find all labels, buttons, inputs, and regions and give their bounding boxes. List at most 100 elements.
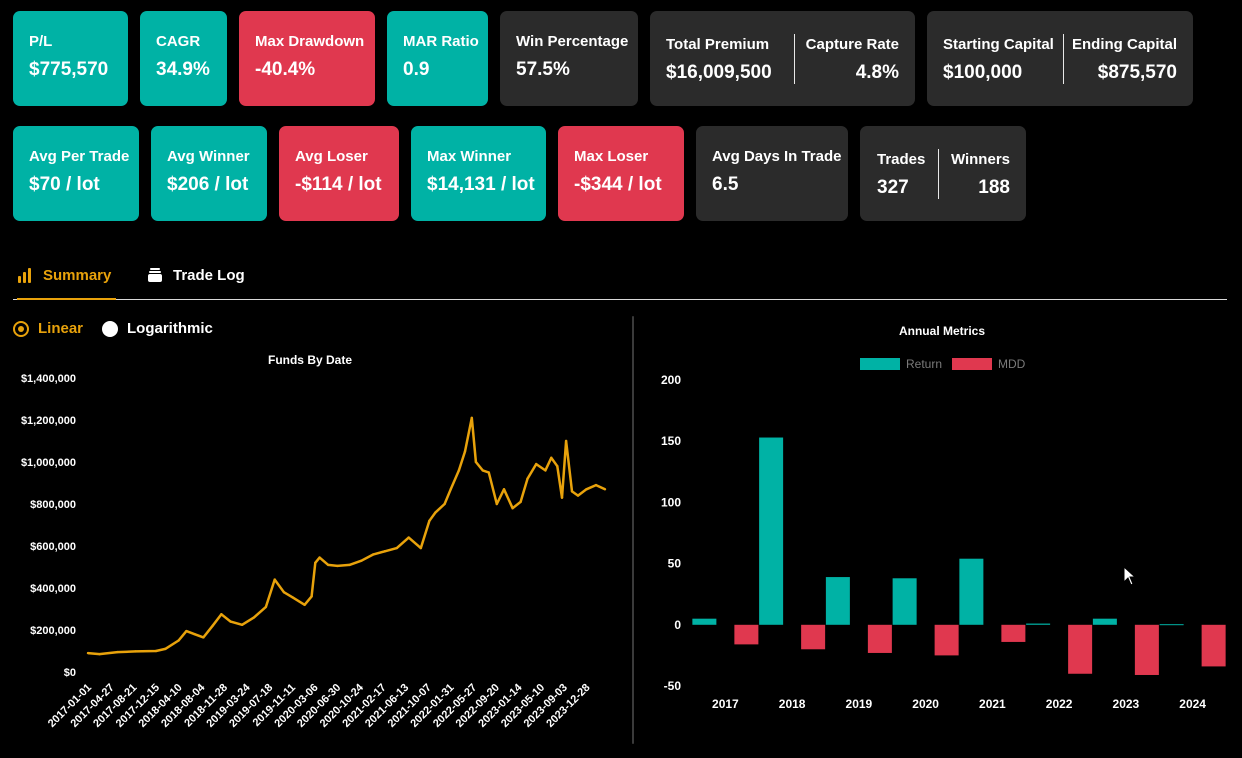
line-chart-title: Funds By Date [268,353,352,367]
funds-data-point [310,595,313,598]
y-tick-label: $600,000 [30,541,76,553]
bar-x-tick-label: 2022 [1046,697,1073,711]
bar-mdd [1134,624,1159,675]
y-tick-label: $1,200,000 [21,415,76,427]
funds-data-point [273,578,276,581]
max-drawdown-card: Max Drawdown -40.4% [239,11,375,106]
funds-data-point [282,591,286,594]
bar-y-tick-label: 100 [661,495,681,509]
capital-card: Starting Capital $100,000 Ending Capital… [927,11,1193,106]
win-percentage-card: Win Percentage 57.5% [500,11,638,106]
pl-card: P/L $775,570 [13,11,128,106]
tab-trade-log-label: Trade Log [173,266,245,284]
tab-trade-log[interactable]: Trade Log [147,252,245,298]
bar-x-tick-label: 2018 [779,697,806,711]
funds-data-point [177,639,180,642]
bar-mdd [867,624,892,653]
radio-unchecked-icon [102,320,118,337]
funds-by-date-chart: Funds By Date $0 $200,000 $400,000 $600,000 $… [21,353,607,730]
funds-data-point [303,603,306,606]
bar-y-tick-label: -50 [664,679,682,693]
stack-icon [148,268,162,282]
bar-mdd [801,624,826,650]
funds-data-point [252,616,256,619]
funds-data-point [395,546,398,550]
funds-data-point [457,469,461,472]
trades-card: Trades 327 Winners 188 [860,126,1026,221]
cagr-card: CAGR 34.9% [140,11,227,106]
bar-mdd [934,624,959,656]
ending-capital-label: Ending Capital [1072,36,1177,53]
ending-capital-value: $875,570 [1097,62,1177,83]
funds-data-point [116,650,119,654]
bar-return [692,618,717,625]
bar-chart-title: Annual Metrics [899,324,985,338]
bar-return [1092,618,1117,625]
premium-divider [794,34,795,84]
funds-data-point [603,488,607,491]
tab-bar: Summary Trade Log [13,252,1227,300]
scale-linear-radio[interactable]: Linear [13,320,83,337]
avg-loser-value: -$114 / lot [295,174,382,195]
trades-label: Trades [877,151,926,168]
capture-rate-value: 4.8% [855,62,899,83]
funds-data-point [502,488,506,491]
bar-mdd [1201,624,1226,667]
funds-data-point [229,620,232,623]
win-percentage-value: 57.5% [516,59,570,80]
bar-y-tick-label: 0 [674,618,681,632]
funds-data-point [511,507,514,510]
winners-value: 188 [978,177,1010,198]
funds-data-point [556,465,559,468]
funds-data-point [449,488,452,491]
funds-data-point [202,636,205,639]
cagr-label: CAGR [156,33,201,50]
funds-data-point [407,536,410,539]
scale-logarithmic-label: Logarithmic [127,320,213,337]
funds-data-point [348,563,351,567]
bar-x-tick-label: 2024 [1179,697,1206,711]
funds-data-point [220,613,223,616]
avg-days-value: 6.5 [712,174,739,195]
mar-ratio-value: 0.9 [403,59,430,80]
avg-days-card: Avg Days In Trade 6.5 [696,126,848,221]
bar-x-tick-label: 2023 [1113,697,1140,711]
total-premium-value: $16,009,500 [666,62,772,83]
capture-rate-label: Capture Rate [805,36,899,53]
funds-data-point [519,500,522,504]
funds-data-point [291,596,294,599]
legend-label-return: Return [906,357,942,371]
funds-data-point [360,559,363,562]
y-tick-label: $800,000 [30,499,76,511]
starting-capital-value: $100,000 [943,62,1023,83]
scale-linear-label: Linear [38,320,84,337]
panel-divider [632,316,634,744]
starting-capital-label: Starting Capital [943,36,1054,53]
funds-data-point [576,494,580,497]
funds-data-point [474,460,478,464]
funds-data-point [134,650,137,653]
bar-x-tick-label: 2020 [912,697,939,711]
funds-data-point [535,462,538,466]
funds-data-point [434,511,437,514]
bar-mdd [1068,624,1093,674]
total-premium-label: Total Premium [666,36,770,53]
funds-data-point [372,553,375,556]
legend-swatch-return [860,358,900,370]
legend-label-mdd: MDD [998,357,1026,371]
avg-per-trade-card: Avg Per Trade $70 / lot [13,126,139,221]
funds-data-point [98,652,101,656]
max-drawdown-value: -40.4% [255,59,316,80]
max-winner-value: $14,131 / lot [427,174,535,195]
bar-return [1159,624,1184,626]
winners-label: Winners [950,151,1010,168]
tab-summary[interactable]: Summary [17,252,117,300]
funds-data-point [318,556,321,559]
scale-logarithmic-radio[interactable]: Logarithmic [102,320,213,337]
tab-summary-label: Summary [43,266,112,284]
annual-metrics-chart: Annual Metrics Return MDD -50 0 50 100 150 200 20… [661,324,1226,711]
capital-divider [1063,34,1064,84]
funds-data-point [495,502,498,506]
funds-data-point [526,477,529,480]
mouse-cursor-icon [1123,566,1137,586]
